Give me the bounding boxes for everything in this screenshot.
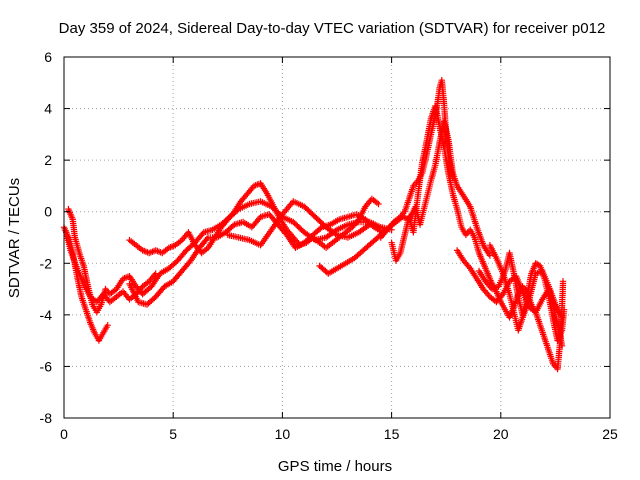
data-point	[559, 278, 567, 285]
data-point	[465, 263, 473, 271]
x-tick-label: 5	[169, 426, 177, 442]
y-tick-label: -4	[40, 307, 53, 323]
data-point	[203, 235, 211, 243]
x-axis-label: GPS time / hours	[278, 458, 392, 475]
y-tick-label: 0	[44, 204, 52, 220]
data-point	[486, 252, 494, 259]
data-point	[558, 342, 566, 349]
y-tick-label: -8	[40, 410, 53, 426]
data-markers	[60, 77, 568, 373]
y-tick-label: 6	[44, 49, 52, 65]
y-axis-label: SDTVAR / TECUs	[6, 178, 23, 298]
x-tick-label: 20	[493, 426, 509, 442]
y-tick-label: 4	[44, 101, 52, 117]
data-point	[558, 314, 566, 321]
data-point	[375, 200, 382, 208]
x-tick-labels: 0 5 10 15 20 25	[60, 426, 618, 442]
x-tick-label: 25	[602, 426, 618, 442]
data-series-track12	[486, 242, 566, 334]
x-tick-label: 10	[275, 426, 291, 442]
data-series-track9	[388, 102, 567, 373]
y-tick-labels: -8 -6 -4 -2 0 2 4 6	[40, 49, 53, 426]
y-tick-label: -2	[40, 255, 53, 271]
data-series-track5	[126, 211, 387, 308]
data-point	[560, 306, 568, 313]
y-tick-label: 2	[44, 152, 52, 168]
x-tick-label: 15	[384, 426, 400, 442]
grid-lines	[64, 57, 610, 418]
chart-title: Day 359 of 2024, Sidereal Day-to-day VTE…	[59, 20, 606, 37]
data-series-track7	[316, 118, 494, 277]
data-series-track6	[224, 198, 373, 249]
plot-frame	[63, 56, 611, 419]
data-point	[104, 322, 111, 329]
y-tick-label: -6	[40, 358, 53, 374]
data-point	[485, 292, 492, 299]
x-tick-label: 0	[60, 426, 68, 442]
data-point	[366, 221, 373, 228]
axis-ticks	[63, 56, 611, 419]
